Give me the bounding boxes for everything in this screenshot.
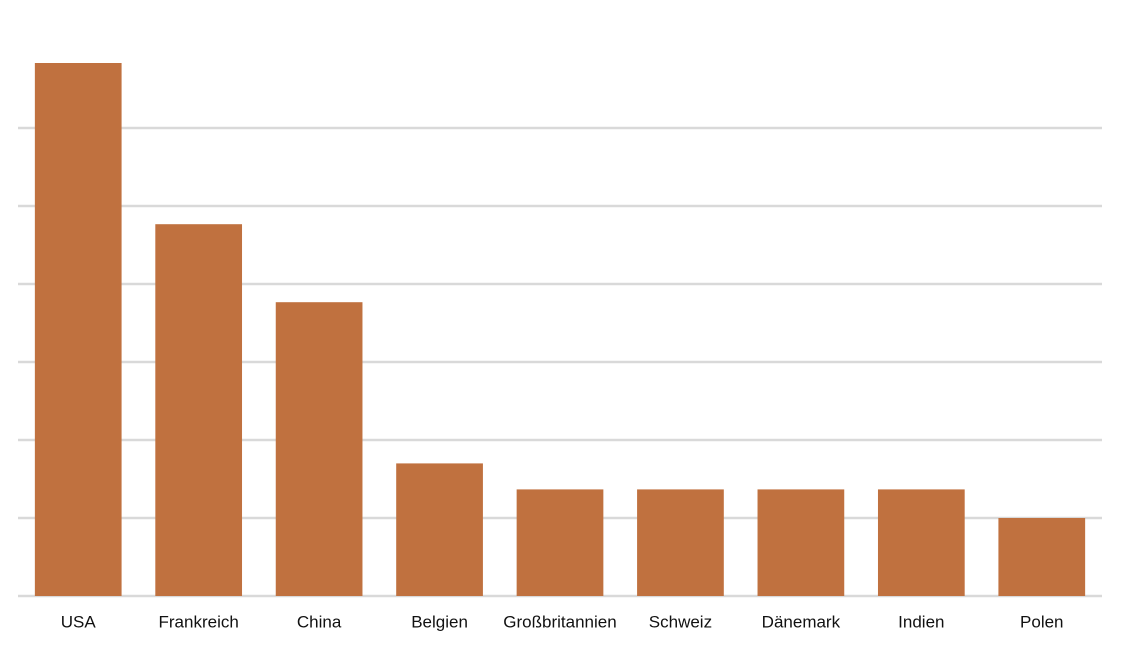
x-tick-label: Dänemark	[762, 612, 841, 631]
bar	[34, 63, 122, 596]
bar	[516, 489, 604, 596]
x-tick-label: Großbritannien	[503, 612, 616, 631]
x-tick-label: Polen	[1020, 612, 1063, 631]
x-tick-label: China	[297, 612, 342, 631]
x-tick-label: Schweiz	[649, 612, 712, 631]
bar	[998, 518, 1086, 596]
bar	[396, 463, 483, 596]
bar	[275, 302, 363, 596]
x-tick-label: Indien	[898, 612, 944, 631]
bar	[757, 489, 845, 596]
x-tick-label: Belgien	[411, 612, 468, 631]
x-tick-label: USA	[61, 612, 97, 631]
bar	[637, 489, 724, 596]
bar	[155, 224, 243, 596]
bar	[877, 489, 965, 596]
x-tick-label: Frankreich	[159, 612, 239, 631]
